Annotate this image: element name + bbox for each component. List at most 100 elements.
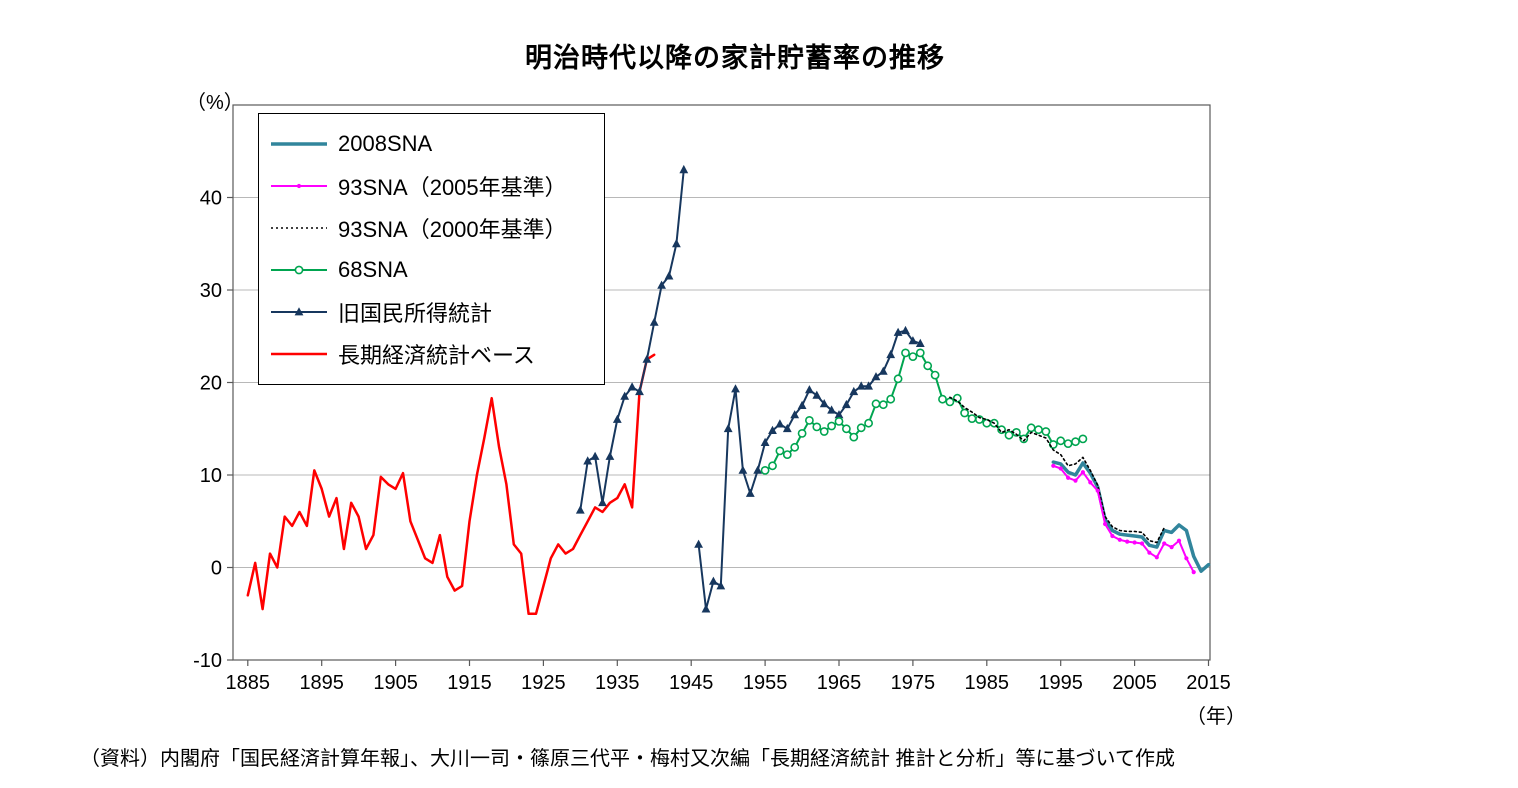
marker-dot-93sna-2005 <box>1110 533 1115 539</box>
marker-triangle-old-national-income <box>871 372 881 381</box>
marker-circle-68sna <box>915 348 925 358</box>
marker-circle-68sna <box>878 400 888 410</box>
marker-triangle-old-national-income <box>627 382 637 391</box>
marker-circle-68sna <box>1078 434 1088 444</box>
legend-item-93sna-2000: 93SNA（2000年基準） <box>259 207 604 249</box>
series-line-93sna-2000-0 <box>949 396 1165 544</box>
marker-circle-68sna <box>805 415 814 425</box>
x-tick-label: 1975 <box>891 672 936 694</box>
marker-triangle-old-national-income <box>768 425 777 434</box>
marker-triangle-old-national-income <box>716 581 726 590</box>
y-tick-label: 40 <box>200 188 222 210</box>
marker-circle-68sna <box>790 442 800 452</box>
legend-item-93sna-2005: 93SNA（2005年基準） <box>259 165 604 207</box>
marker-circle-68sna <box>1071 437 1080 447</box>
marker-circle-68sna <box>938 394 947 404</box>
marker-triangle-old-national-income <box>590 451 600 460</box>
y-tick-label: 10 <box>200 465 222 487</box>
marker-circle-68sna <box>797 428 807 438</box>
marker-dot-93sna-2005 <box>1162 541 1167 546</box>
legend-sample-68sna-line <box>271 265 327 275</box>
marker-triangle-old-national-income <box>672 238 681 248</box>
legend-sample-93sna-2000-line <box>271 227 327 229</box>
marker-triangle-old-national-income <box>642 354 652 363</box>
legend-label: 68SNA <box>338 257 408 282</box>
marker-triangle-old-national-income <box>908 336 918 345</box>
marker-triangle-old-national-income <box>915 338 925 347</box>
marker-circle-68sna <box>930 370 940 380</box>
x-tick-label: 1885 <box>226 672 271 694</box>
marker-triangle-old-national-income <box>760 437 770 446</box>
marker-circle-68sna <box>967 414 977 423</box>
marker-triangle-old-national-income <box>598 497 607 507</box>
marker-circle-68sna <box>901 348 910 358</box>
marker-triangle-old-national-income <box>856 381 866 390</box>
legend-label: 旧国民所得統計 <box>338 301 493 326</box>
series-line-long-term-stats-0 <box>246 353 656 616</box>
legend-sample-93sna-2005-line <box>271 183 327 189</box>
marker-triangle-old-national-income <box>901 325 910 335</box>
legend-label: 93SNA（2005年基準） <box>338 175 567 200</box>
marker-dot-93sna-2005 <box>1117 537 1122 542</box>
marker-circle-68sna <box>908 352 918 361</box>
series-line-2008sna-0 <box>1051 460 1211 573</box>
marker-circle-68sna <box>856 423 866 433</box>
marker-dot-93sna-2005 <box>1058 466 1063 471</box>
legend-item-2008sna: 2008SNA <box>259 123 604 165</box>
legend-sample-triangle <box>294 307 304 316</box>
x-tick-label: 1935 <box>595 672 640 694</box>
marker-dot-93sna-2005 <box>1139 541 1145 546</box>
marker-circle-68sna <box>768 461 777 471</box>
y-tick-label: 20 <box>200 373 222 395</box>
marker-triangle-old-national-income <box>679 164 689 174</box>
marker-triangle-old-national-income <box>701 604 711 613</box>
marker-circle-68sna <box>975 415 984 424</box>
marker-circle-68sna <box>775 446 785 456</box>
marker-dot-93sna-2005 <box>1191 570 1196 575</box>
x-tick-label: 1945 <box>669 672 714 694</box>
y-tick-label: 0 <box>211 558 222 580</box>
marker-circle-68sna <box>812 422 822 432</box>
marker-circle-68sna <box>849 432 859 442</box>
marker-dot-93sna-2005 <box>1088 480 1093 485</box>
x-tick-label: 2005 <box>1112 672 1157 694</box>
marker-triangle-old-national-income <box>664 271 674 280</box>
marker-triangle-old-national-income <box>635 386 644 396</box>
legend-item-long-term-stats: 長期経済統計ベース <box>259 333 604 375</box>
marker-triangle-old-national-income <box>605 451 615 460</box>
y-axis-unit-label: （%） <box>186 92 244 114</box>
marker-circle-68sna <box>782 450 792 459</box>
chart-legend: 2008SNA 93SNA（2005年基準） 93SNA（2000年基準） 68… <box>258 113 605 385</box>
marker-triangle-old-national-income <box>753 465 763 474</box>
marker-circle-68sna <box>1019 434 1029 444</box>
x-tick-label: 1925 <box>521 672 566 694</box>
marker-circle-68sna <box>1063 439 1073 448</box>
legend-label: 93SNA（2000年基準） <box>338 217 567 242</box>
x-tick-label: 1955 <box>743 672 788 694</box>
marker-triangle-old-national-income <box>893 327 903 336</box>
x-tick-label: 1995 <box>1038 672 1083 694</box>
marker-circle-68sna <box>945 397 955 407</box>
x-tick-label: 1915 <box>447 672 492 694</box>
marker-circle-68sna <box>923 361 933 371</box>
marker-triangle-old-national-income <box>886 349 896 359</box>
marker-dot-93sna-2005 <box>1176 538 1182 543</box>
marker-circle-68sna <box>871 399 881 409</box>
legend-sample-circle <box>294 265 304 275</box>
marker-triangle-old-national-income <box>842 399 851 409</box>
marker-triangle-old-national-income <box>797 400 807 409</box>
legend-sample-long-term-stats-line <box>271 352 327 356</box>
y-tick-label: 30 <box>200 280 222 302</box>
marker-circle-68sna <box>819 427 829 436</box>
legend-sample-dot <box>296 183 302 189</box>
y-tick-label: -10 <box>193 650 222 672</box>
marker-triangle-old-national-income <box>723 423 733 433</box>
x-tick-label: 1965 <box>817 672 862 694</box>
legend-label: 長期経済統計ベース <box>338 343 535 368</box>
marker-dot-93sna-2005 <box>1103 521 1108 527</box>
marker-triangle-old-national-income <box>782 423 792 433</box>
marker-dot-93sna-2005 <box>1169 545 1174 550</box>
marker-dot-93sna-2005 <box>1073 478 1078 483</box>
